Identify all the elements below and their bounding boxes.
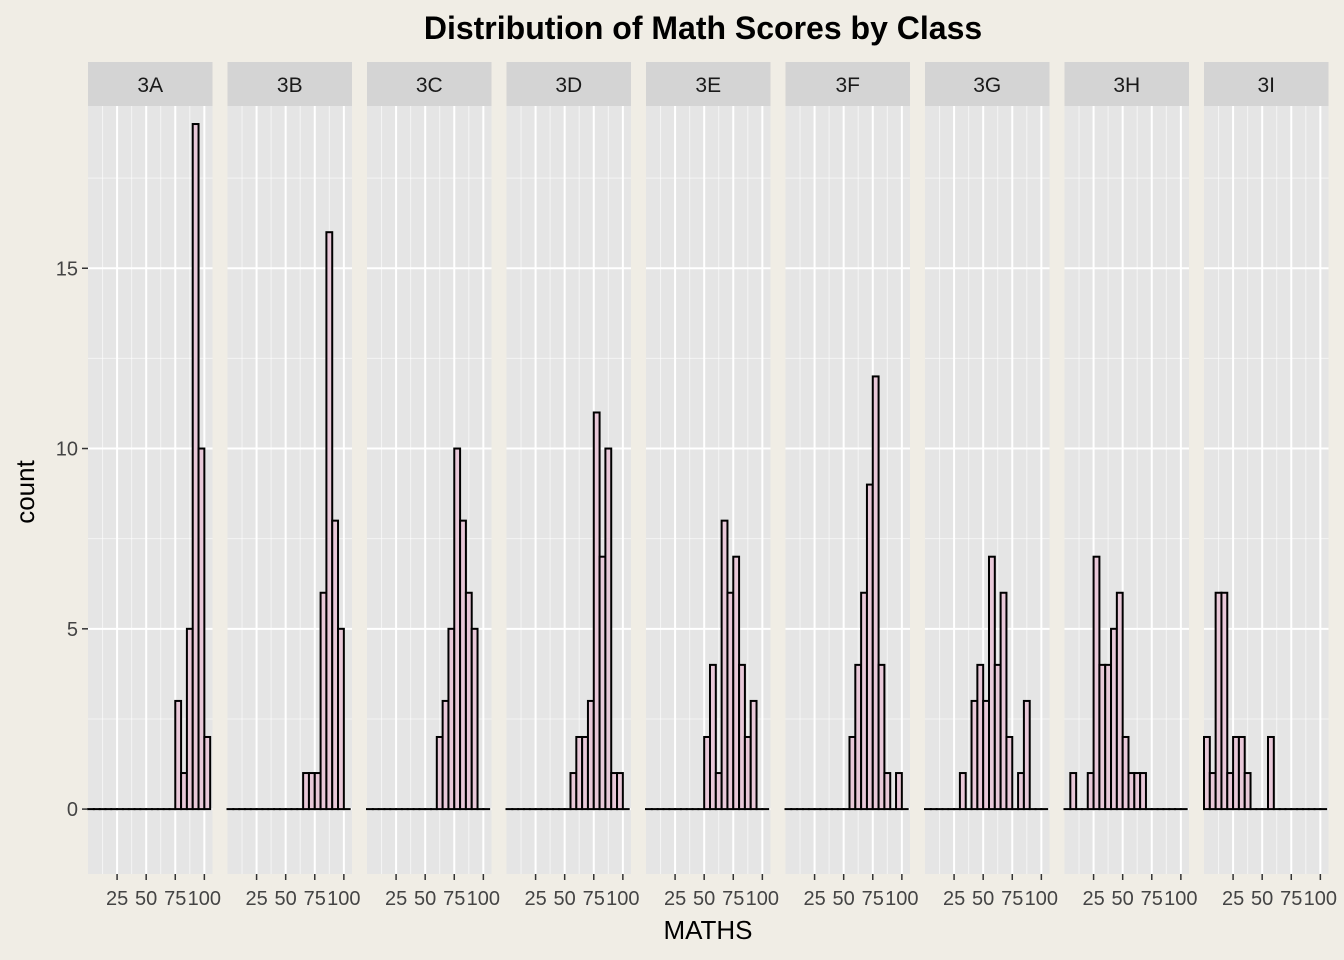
y-tick-label: 0: [67, 799, 78, 821]
y-axis: 0 5 10 15: [56, 258, 88, 821]
x-tick-label: 50: [1251, 888, 1273, 910]
facet-strip-label: 3E: [695, 74, 721, 97]
histogram-bar: [1069, 772, 1078, 811]
x-tick-label: 50: [833, 888, 855, 910]
histogram-bar: [1005, 735, 1014, 811]
x-tick-label: 75: [304, 888, 326, 910]
x-tick-label: 100: [885, 888, 918, 910]
x-tick-label: 50: [554, 888, 576, 910]
x-tick-label: 50: [135, 888, 157, 910]
x-tick-label: 100: [606, 888, 639, 910]
histogram-bar: [877, 663, 886, 811]
facet-panel-3b: 3B 25 50 75 100: [226, 62, 361, 910]
histogram-bar: [708, 663, 717, 811]
histogram-bar: [174, 699, 183, 811]
x-tick-label: 25: [106, 888, 128, 910]
x-tick-label: 75: [443, 888, 465, 910]
histogram-bar: [871, 375, 880, 811]
histogram-bar: [1266, 735, 1275, 811]
y-tick-label: 5: [67, 619, 78, 641]
x-tick-label: 25: [524, 888, 546, 910]
x-tick-label: 100: [1164, 888, 1197, 910]
histogram-bar: [895, 772, 903, 811]
facet-strip-label: 3G: [973, 74, 1001, 97]
facet-strip-label: 3A: [137, 74, 163, 97]
x-tick-label: 50: [972, 888, 994, 910]
x-tick-label: 100: [1304, 888, 1337, 910]
x-tick-label: 100: [1025, 888, 1058, 910]
x-tick-label: 25: [385, 888, 407, 910]
facet-strip: [646, 62, 771, 106]
histogram-bar: [1022, 699, 1031, 811]
histogram-bar: [197, 447, 206, 811]
x-tick-label: 50: [275, 888, 297, 910]
facet-panel-3d: 3D 25 50 75 100: [505, 62, 640, 910]
x-tick-label: 75: [164, 888, 186, 910]
x-tick-label: 75: [862, 888, 884, 910]
facet-strip-label: 3I: [1257, 74, 1275, 97]
facet-strip: [1064, 62, 1189, 106]
x-tick-label: 50: [1112, 888, 1134, 910]
x-tick-label: 75: [1141, 888, 1163, 910]
histogram-bar: [604, 447, 613, 811]
panel-background: [785, 106, 910, 874]
facet-strip: [88, 62, 213, 106]
x-tick-label: 75: [1001, 888, 1023, 910]
histogram-bar: [749, 699, 758, 811]
histogram-bar: [1139, 772, 1147, 811]
facet-panel-3c: 3C 25 50 75 100: [366, 62, 500, 910]
histogram-bar: [1243, 772, 1252, 811]
x-tick-label: 25: [1082, 888, 1104, 910]
facet-panel-3h: 3H 25 50 75 100: [1063, 62, 1198, 910]
x-tick-label: 25: [1222, 888, 1244, 910]
x-tick-label: 50: [414, 888, 436, 910]
x-tick-label: 100: [746, 888, 779, 910]
facet-strip: [925, 62, 1050, 106]
x-tick-label: 100: [327, 888, 360, 910]
histogram-bar: [883, 772, 892, 811]
facet-strip: [506, 62, 631, 106]
facet-strip-label: 3C: [416, 74, 443, 97]
chart-title: Distribution of Math Scores by Class: [424, 10, 982, 46]
facet-strip: [367, 62, 492, 106]
facet-panel-3g: 3G 25 50 75 100: [924, 62, 1058, 910]
histogram-bar: [337, 627, 345, 811]
x-axis-title: MATHS: [663, 915, 752, 945]
histogram-bar: [999, 591, 1008, 811]
x-tick-label: 100: [467, 888, 500, 910]
facet-strip: [227, 62, 352, 106]
facet-panel-3e: 3E 25 50 75 100: [645, 62, 779, 910]
histogram-bar: [958, 772, 967, 811]
facet-strip-label: 3B: [277, 74, 303, 97]
histogram-bar: [470, 627, 479, 811]
x-tick-label: 100: [188, 888, 221, 910]
y-tick-label: 15: [56, 258, 78, 280]
x-tick-label: 75: [1280, 888, 1302, 910]
x-tick-label: 50: [693, 888, 715, 910]
y-axis-title: count: [10, 459, 40, 523]
x-tick-label: 25: [664, 888, 686, 910]
histogram-bar: [1115, 591, 1124, 811]
facet-strip-label: 3F: [835, 74, 860, 97]
facet-strip-label: 3H: [1113, 74, 1140, 97]
facet-strip: [785, 62, 910, 106]
y-tick-label: 10: [56, 439, 78, 461]
facet-strip-label: 3D: [555, 74, 582, 97]
x-tick-label: 75: [583, 888, 605, 910]
panel-background: [506, 106, 631, 874]
x-tick-label: 25: [943, 888, 965, 910]
histogram-bar: [616, 772, 624, 811]
facet-strip: [1204, 62, 1329, 106]
x-tick-label: 75: [722, 888, 744, 910]
histogram-bar: [203, 735, 212, 811]
facet-panel-3f: 3F 25 50 75 100: [784, 62, 919, 910]
x-tick-label: 25: [245, 888, 267, 910]
facet-panel-3a: 3A 25 50 75 100: [87, 62, 221, 910]
x-tick-label: 25: [803, 888, 825, 910]
facet-panel-3i: 3I 25 50 75 100: [1203, 62, 1337, 910]
histogram-bar: [1220, 591, 1229, 811]
